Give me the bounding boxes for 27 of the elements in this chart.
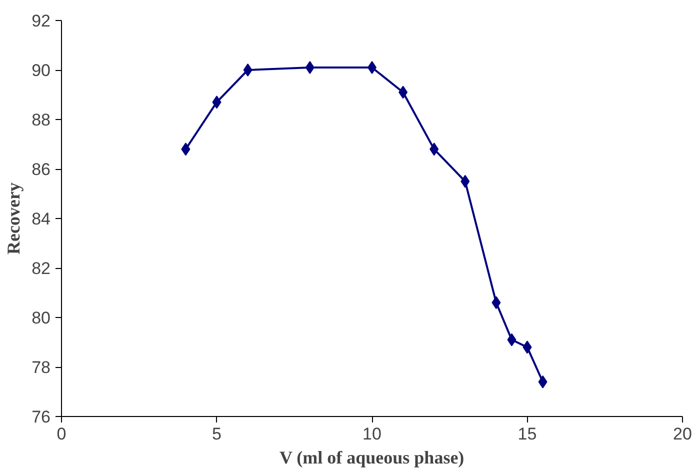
point [492,296,501,310]
y-tick-label: 86 [32,160,51,179]
point [507,333,516,346]
x-tick-label: 20 [673,424,692,444]
y-tick-label: 90 [32,61,51,80]
x-tick-label: 5 [212,424,222,444]
point [243,64,252,76]
x-axis-title: V (ml of aqueous phase) [279,448,464,468]
x-tick-label: 10 [362,424,382,444]
point [305,61,314,74]
y-tick-label: 84 [32,210,51,228]
y-tick-label: 78 [32,358,51,377]
y-tick-label: 92 [32,12,51,30]
y-axis-title: Recovery [4,182,24,254]
point [181,142,190,156]
point [212,96,222,109]
y-tick-label: 80 [32,308,51,328]
point [460,174,470,188]
y-tick-label: 88 [32,110,51,130]
x-tick-label: 15 [518,424,537,444]
x-tick-label: 0 [56,424,66,444]
y-tick-label: 76 [32,408,51,426]
y-tick-label: 82 [32,259,51,278]
point [430,142,439,156]
point [522,340,532,354]
point [398,86,408,99]
point [538,375,548,388]
